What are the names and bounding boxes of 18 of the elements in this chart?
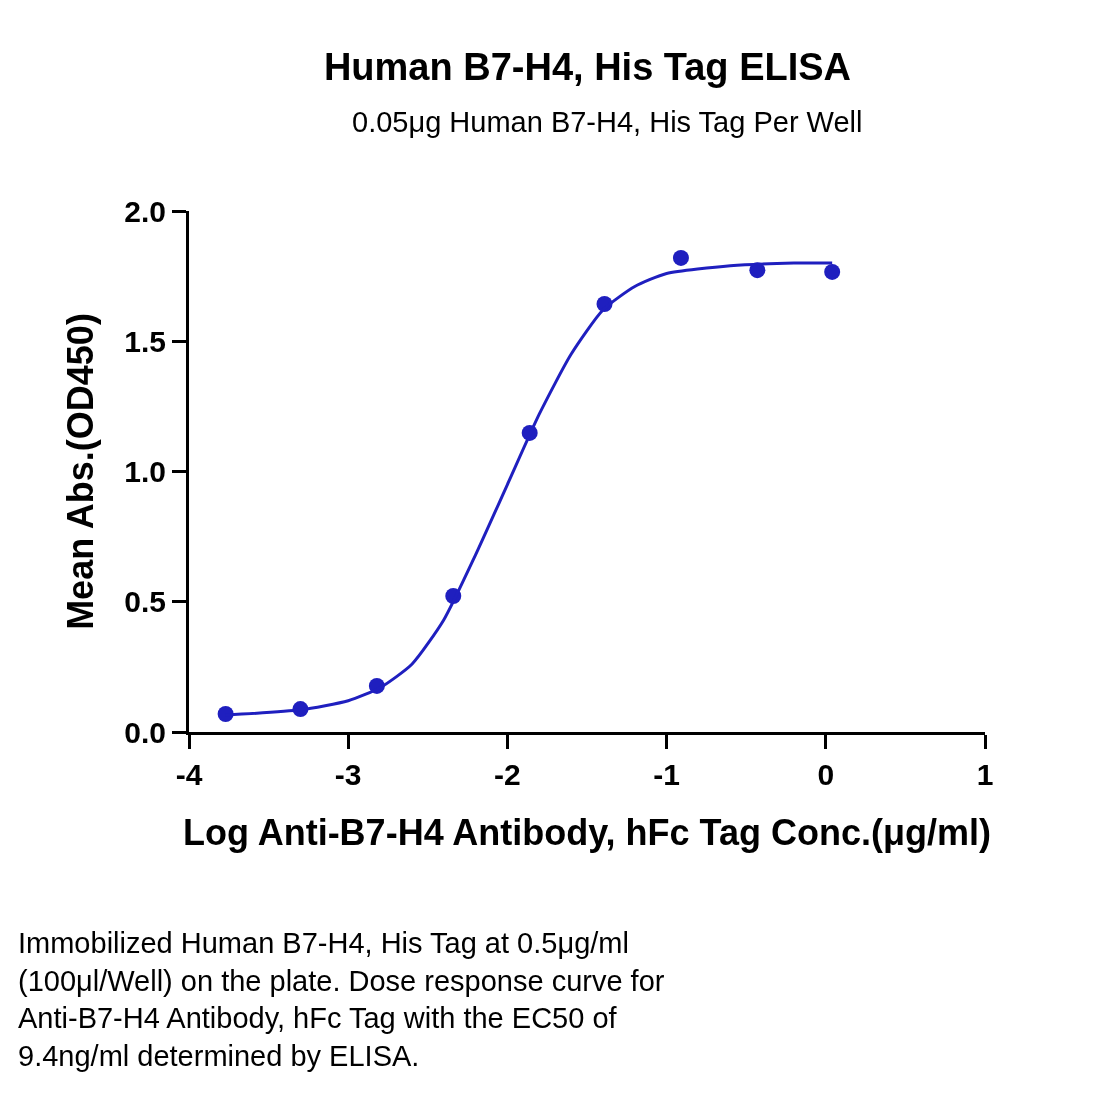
y-tick-label: 0.0 [124,715,166,749]
point [672,249,689,266]
x-tick-label: 0 [817,758,835,791]
y-axis-title: Mean Abs.(OD450) [60,313,102,630]
chart-title: Human B7-H4, His Tag ELISA [323,45,852,88]
point [824,263,841,280]
x-axis-title: Log Anti-B7-H4 Antibody, hFc Tag Conc.(μg/ml) [183,811,991,853]
y-tick-label: 2.0 [124,194,166,228]
x-tick-label: -2 [494,758,521,791]
x-tick-label: -3 [334,758,362,791]
x-tick-label: 1 [976,758,994,791]
x-tick-label: -4 [175,758,203,791]
text: Immobilized Human B7-H4, His Tag at 0.5μg/ml (100μl/Well) on the plate. Dose response curve for Anti-B7-H4 Antibody, hFc Tag with the EC50 of 9.4ng/ml determined by ELISA. [18,927,665,1073]
y-tick-label: 1.0 [124,455,166,488]
chart-subtitle: 0.05μg Human B7-H4, His Tag Per Well [352,106,863,138]
y-tick-label: 1.5 [124,324,166,358]
x-tick-label: -1 [653,758,680,791]
y-tick-label: 0.5 [124,585,166,619]
